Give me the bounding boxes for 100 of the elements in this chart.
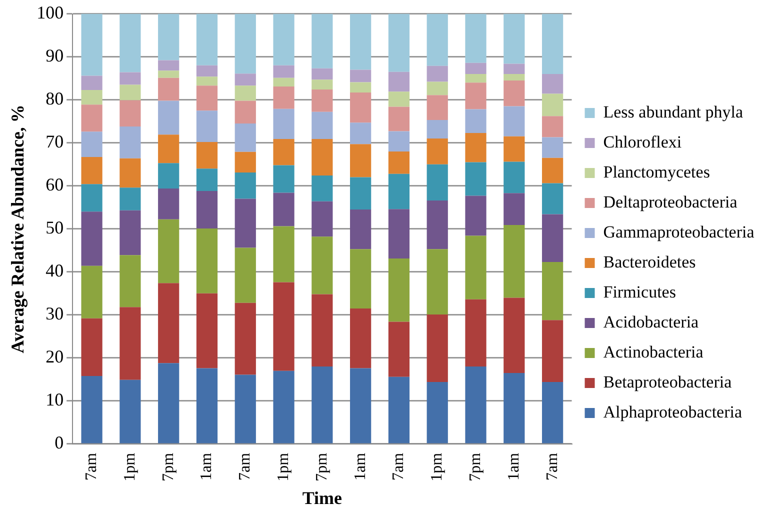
x-tick-label: 1am (198, 452, 216, 480)
bar (388, 14, 410, 72)
bar (158, 163, 180, 188)
bar (542, 158, 564, 184)
bar (542, 382, 564, 444)
x-tick-label: 1pm (428, 452, 446, 482)
bar (273, 78, 294, 86)
bar (120, 307, 141, 380)
bar (120, 84, 141, 100)
bar (504, 193, 525, 226)
bar (465, 109, 486, 133)
bar (350, 368, 372, 444)
x-tick-label: 7pm (313, 452, 330, 482)
bar (273, 65, 294, 78)
bar (234, 198, 256, 248)
bar (350, 14, 372, 70)
bar (273, 226, 294, 282)
x-tick-label: 7am (390, 452, 408, 480)
bar (350, 70, 372, 82)
y-tick-label: 40 (46, 260, 64, 281)
bar (196, 86, 218, 111)
bar (312, 80, 333, 90)
bar (312, 366, 333, 444)
bar (312, 68, 333, 80)
y-tick-label: 20 (46, 346, 64, 367)
y-tick-label: 30 (46, 304, 64, 324)
bar (350, 249, 372, 308)
bar (388, 92, 410, 107)
bar (542, 262, 564, 320)
bar (81, 132, 102, 158)
y-tick-label: 80 (46, 88, 64, 109)
bar (350, 82, 372, 93)
bar (504, 298, 525, 373)
bar (196, 228, 218, 294)
x-tick-label: 1pm (121, 452, 138, 482)
bar (388, 72, 410, 92)
bar (120, 158, 141, 188)
bar (158, 134, 180, 164)
bar (120, 14, 141, 72)
legend-label: Chloroflexi (603, 132, 682, 152)
bar (426, 95, 448, 120)
bar (504, 162, 525, 194)
bar (196, 76, 218, 86)
legend-label: Gammaproteobacteria (603, 222, 755, 242)
bar (542, 183, 564, 214)
bar (350, 144, 372, 178)
bar (312, 14, 333, 68)
bar (234, 172, 256, 199)
bar (388, 258, 410, 322)
bar (504, 225, 525, 298)
x-tick-label: 1am (505, 452, 522, 480)
bar (465, 162, 486, 196)
bar (234, 100, 256, 124)
bar (312, 176, 333, 202)
bar (120, 126, 141, 158)
bar (234, 374, 256, 444)
bar (542, 116, 564, 138)
bar (426, 164, 448, 200)
bar (234, 86, 256, 101)
bar (120, 188, 141, 210)
bar (234, 302, 256, 375)
bar (388, 376, 410, 444)
bar (273, 192, 294, 226)
bar (542, 214, 564, 262)
bar (388, 174, 410, 210)
bar (426, 82, 448, 96)
bar (426, 249, 448, 314)
bar (158, 70, 180, 78)
bar (504, 64, 525, 74)
bar (388, 322, 410, 377)
bar (158, 100, 180, 135)
bar (158, 14, 180, 60)
bar (196, 142, 218, 169)
bar (504, 14, 525, 64)
bar (273, 370, 294, 444)
y-tick-label: 90 (46, 46, 64, 66)
bar (158, 283, 180, 364)
y-tick-label: 10 (46, 390, 64, 410)
bar (542, 74, 564, 94)
x-tick-label: 7am (236, 452, 254, 480)
bar (81, 376, 102, 444)
bar (81, 90, 102, 105)
bar (426, 138, 448, 164)
x-tick-label: 1am (352, 452, 369, 480)
x-axis-title: Time (302, 488, 342, 508)
bar (196, 368, 218, 444)
legend-label: Planctomycetes (603, 162, 710, 182)
bar (465, 236, 486, 300)
bar (542, 137, 564, 158)
x-tick-label: 7pm (466, 452, 484, 482)
bar (158, 60, 180, 71)
bar (234, 248, 256, 303)
bar (426, 314, 448, 382)
bar (273, 108, 294, 139)
bar (273, 14, 294, 66)
bar (465, 14, 486, 63)
bar (465, 62, 486, 74)
bar (465, 299, 486, 367)
y-tick-label: 50 (46, 218, 64, 238)
bar (81, 14, 102, 76)
